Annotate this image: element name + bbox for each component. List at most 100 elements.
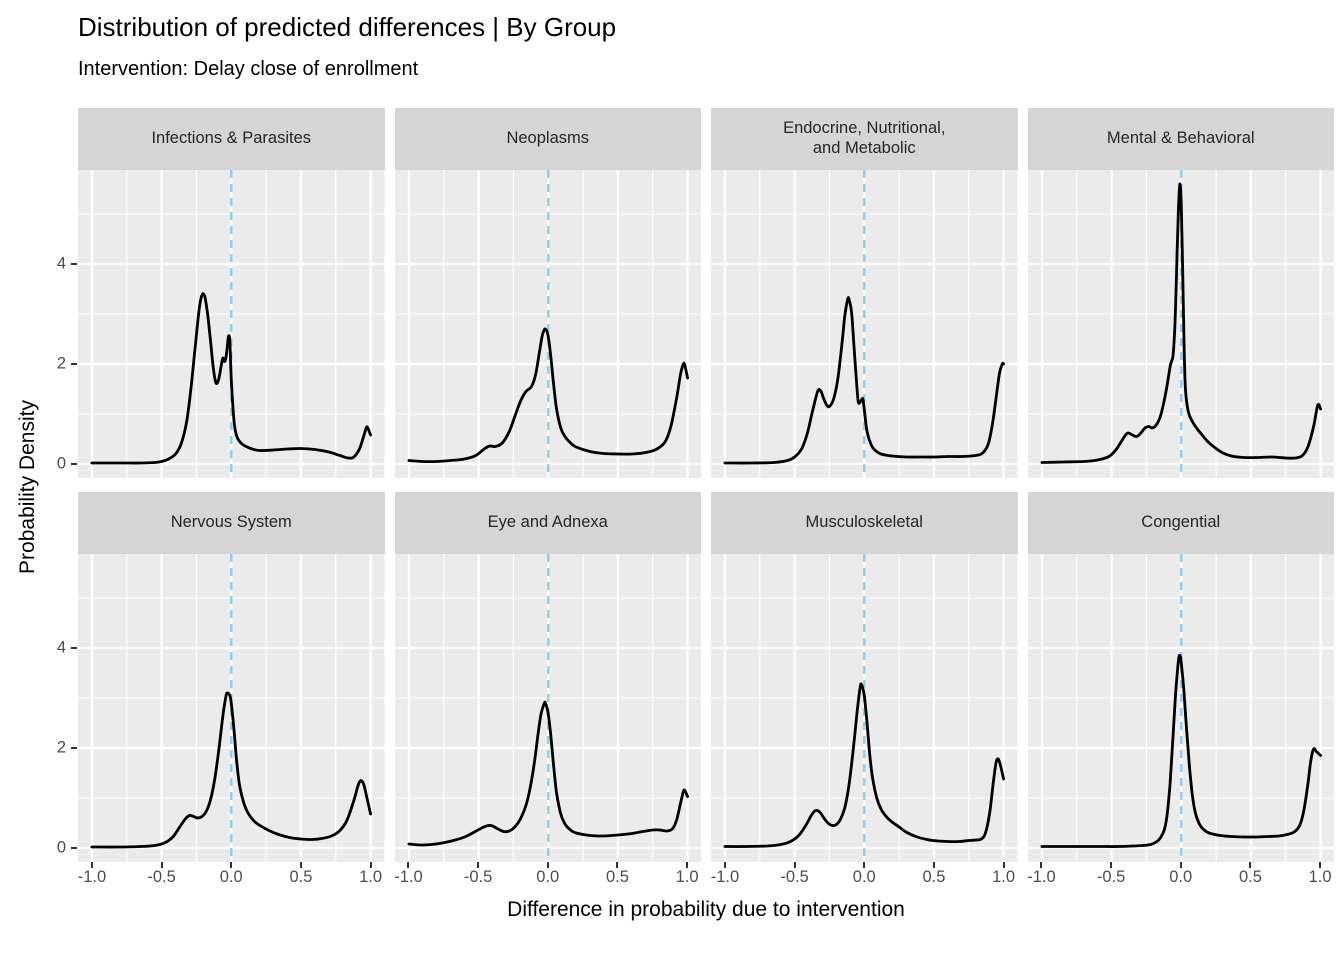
facet-strip: Nervous System <box>78 492 385 554</box>
x-axis-tick-label: 0.5 <box>605 868 629 886</box>
x-axis-tick <box>477 862 480 868</box>
x-axis: -1.0 -0.5 0.0 0.5 1.0 <box>711 862 1018 888</box>
x-axis-tick <box>407 862 410 868</box>
page-title: Distribution of predicted differences | … <box>78 12 617 42</box>
x-axis-tick-label: 0.5 <box>289 868 313 886</box>
density-plot <box>1027 554 1334 862</box>
facet-panel: Congential -1.0 -0.5 0.0 0.5 1.0 <box>1027 492 1335 888</box>
facet-panel: Nervous System -1.0 -0.5 0.0 0.5 1.0 <box>78 492 385 888</box>
x-axis-tick-label: 1.0 <box>675 868 699 886</box>
y-axis-tick <box>71 647 77 649</box>
x-axis-tick-label: -1.0 <box>77 868 107 886</box>
y-axis-tick <box>71 463 77 465</box>
x-axis-tick <box>230 862 233 868</box>
x-axis-tick-label: 0.5 <box>1238 868 1262 886</box>
x-axis-tick-label: -1.0 <box>394 868 423 886</box>
facet-panel: Eye and Adnexa -1.0 -0.5 0.0 0.5 1.0 <box>394 492 702 888</box>
x-axis-tick <box>1002 862 1005 868</box>
x-axis-tick-label: -0.5 <box>147 868 176 886</box>
y-axis-tick-label: 4 <box>56 254 66 273</box>
x-axis-tick <box>90 862 93 868</box>
x-axis-tick <box>616 862 619 868</box>
x-axis-tick <box>1110 862 1113 868</box>
density-curve <box>723 682 1005 848</box>
facet-panel: Endocrine, Nutritional, and Metabolic <box>711 108 1018 478</box>
density-plot <box>78 554 385 862</box>
x-axis-tick-label: -1.0 <box>710 868 740 886</box>
chart-subtitle: Intervention: Delay close of enrollment <box>78 58 419 80</box>
x-axis-tick <box>1319 862 1322 868</box>
y-axis-tick-label: 2 <box>56 354 66 373</box>
x-axis-tick <box>932 862 935 868</box>
y-axis-tick <box>71 847 77 849</box>
density-curve <box>723 296 1005 465</box>
density-plot <box>78 170 385 478</box>
x-axis-tick <box>160 862 163 868</box>
facet-grid: Infections & Parasites Neoplasms Endocrine… <box>78 108 1334 888</box>
x-axis: -1.0 -0.5 0.0 0.5 1.0 <box>78 862 385 888</box>
facet-strip: Eye and Adnexa <box>394 492 701 554</box>
x-axis: -1.0 -0.5 0.0 0.5 1.0 <box>1027 862 1335 888</box>
x-axis-tick <box>686 862 689 868</box>
x-axis-tick <box>1040 862 1043 868</box>
facet-panel: Musculoskeletal -1.0 -0.5 0.0 0.5 1.0 <box>711 492 1018 888</box>
density-plot <box>1027 170 1334 478</box>
x-axis-tick <box>546 862 549 868</box>
x-axis-tick-label: -0.5 <box>463 868 493 886</box>
y-axis-tick-label: 4 <box>56 638 66 657</box>
facet-strip-label: Musculoskeletal <box>805 513 923 532</box>
y-axis-tick <box>71 263 77 265</box>
facet-strip: Infections & Parasites <box>78 108 385 170</box>
x-axis-tick-label: 1.0 <box>992 868 1016 886</box>
x-axis-tick-label: 1.0 <box>1308 868 1332 886</box>
facet-panel: Mental & Behavioral <box>1027 108 1334 478</box>
density-curve <box>407 700 689 847</box>
x-axis-tick-label: -1.0 <box>1027 868 1056 886</box>
facet-strip: Neoplasms <box>394 108 701 170</box>
facet-strip-label: Eye and Adnexa <box>487 513 608 532</box>
density-curve <box>90 691 372 849</box>
density-plot <box>394 170 701 478</box>
facet-strip-label: Infections & Parasites <box>151 129 312 148</box>
y-axis-tick-label: 0 <box>56 454 66 473</box>
facet-strip: Congential <box>1027 492 1334 554</box>
density-curve <box>90 292 372 465</box>
facet-strip: Mental & Behavioral <box>1027 108 1334 170</box>
x-axis-tick <box>723 862 726 868</box>
facet-strip-label: Endocrine, Nutritional, and Metabolic <box>783 119 946 157</box>
facet-strip: Musculoskeletal <box>711 492 1018 554</box>
x-axis-tick-label: 0.5 <box>922 868 946 886</box>
facet-strip-label: Congential <box>1141 513 1221 532</box>
x-axis-tick-label: -0.5 <box>780 868 809 886</box>
density-plot <box>711 170 1018 478</box>
y-axis-tick <box>71 747 77 749</box>
x-axis-tick-label: 0.0 <box>536 868 560 886</box>
density-plot <box>394 554 701 862</box>
x-axis-tick <box>863 862 866 868</box>
facet-panel: Infections & Parasites <box>78 108 385 478</box>
x-axis-tick <box>1249 862 1252 868</box>
x-axis-tick <box>369 862 372 868</box>
x-axis-tick-label: 1.0 <box>359 868 383 886</box>
density-curve <box>407 327 689 464</box>
x-axis-tick-label: 0.0 <box>219 868 243 886</box>
x-axis-tick <box>793 862 796 868</box>
y-axis-title: Probability Density <box>16 400 39 574</box>
y-axis-tick <box>71 363 77 365</box>
y-axis-tick-label: 2 <box>56 738 66 757</box>
density-plot <box>711 554 1018 862</box>
x-axis-tick-label: -0.5 <box>1096 868 1126 886</box>
density-curve <box>1040 653 1322 848</box>
x-axis-title: Difference in probability due to interve… <box>507 898 905 921</box>
facet-panel: Neoplasms <box>394 108 701 478</box>
x-axis-tick-label: 0.0 <box>852 868 876 886</box>
density-curve <box>1040 182 1322 464</box>
facet-strip-label: Mental & Behavioral <box>1106 129 1255 148</box>
facet-strip-label: Neoplasms <box>506 129 590 148</box>
x-axis-tick-label: 0.0 <box>1169 868 1193 886</box>
y-axis-tick-label: 0 <box>56 838 66 857</box>
x-axis: -1.0 -0.5 0.0 0.5 1.0 <box>394 862 702 888</box>
x-axis-tick <box>299 862 302 868</box>
facet-strip: Endocrine, Nutritional, and Metabolic <box>711 108 1018 170</box>
